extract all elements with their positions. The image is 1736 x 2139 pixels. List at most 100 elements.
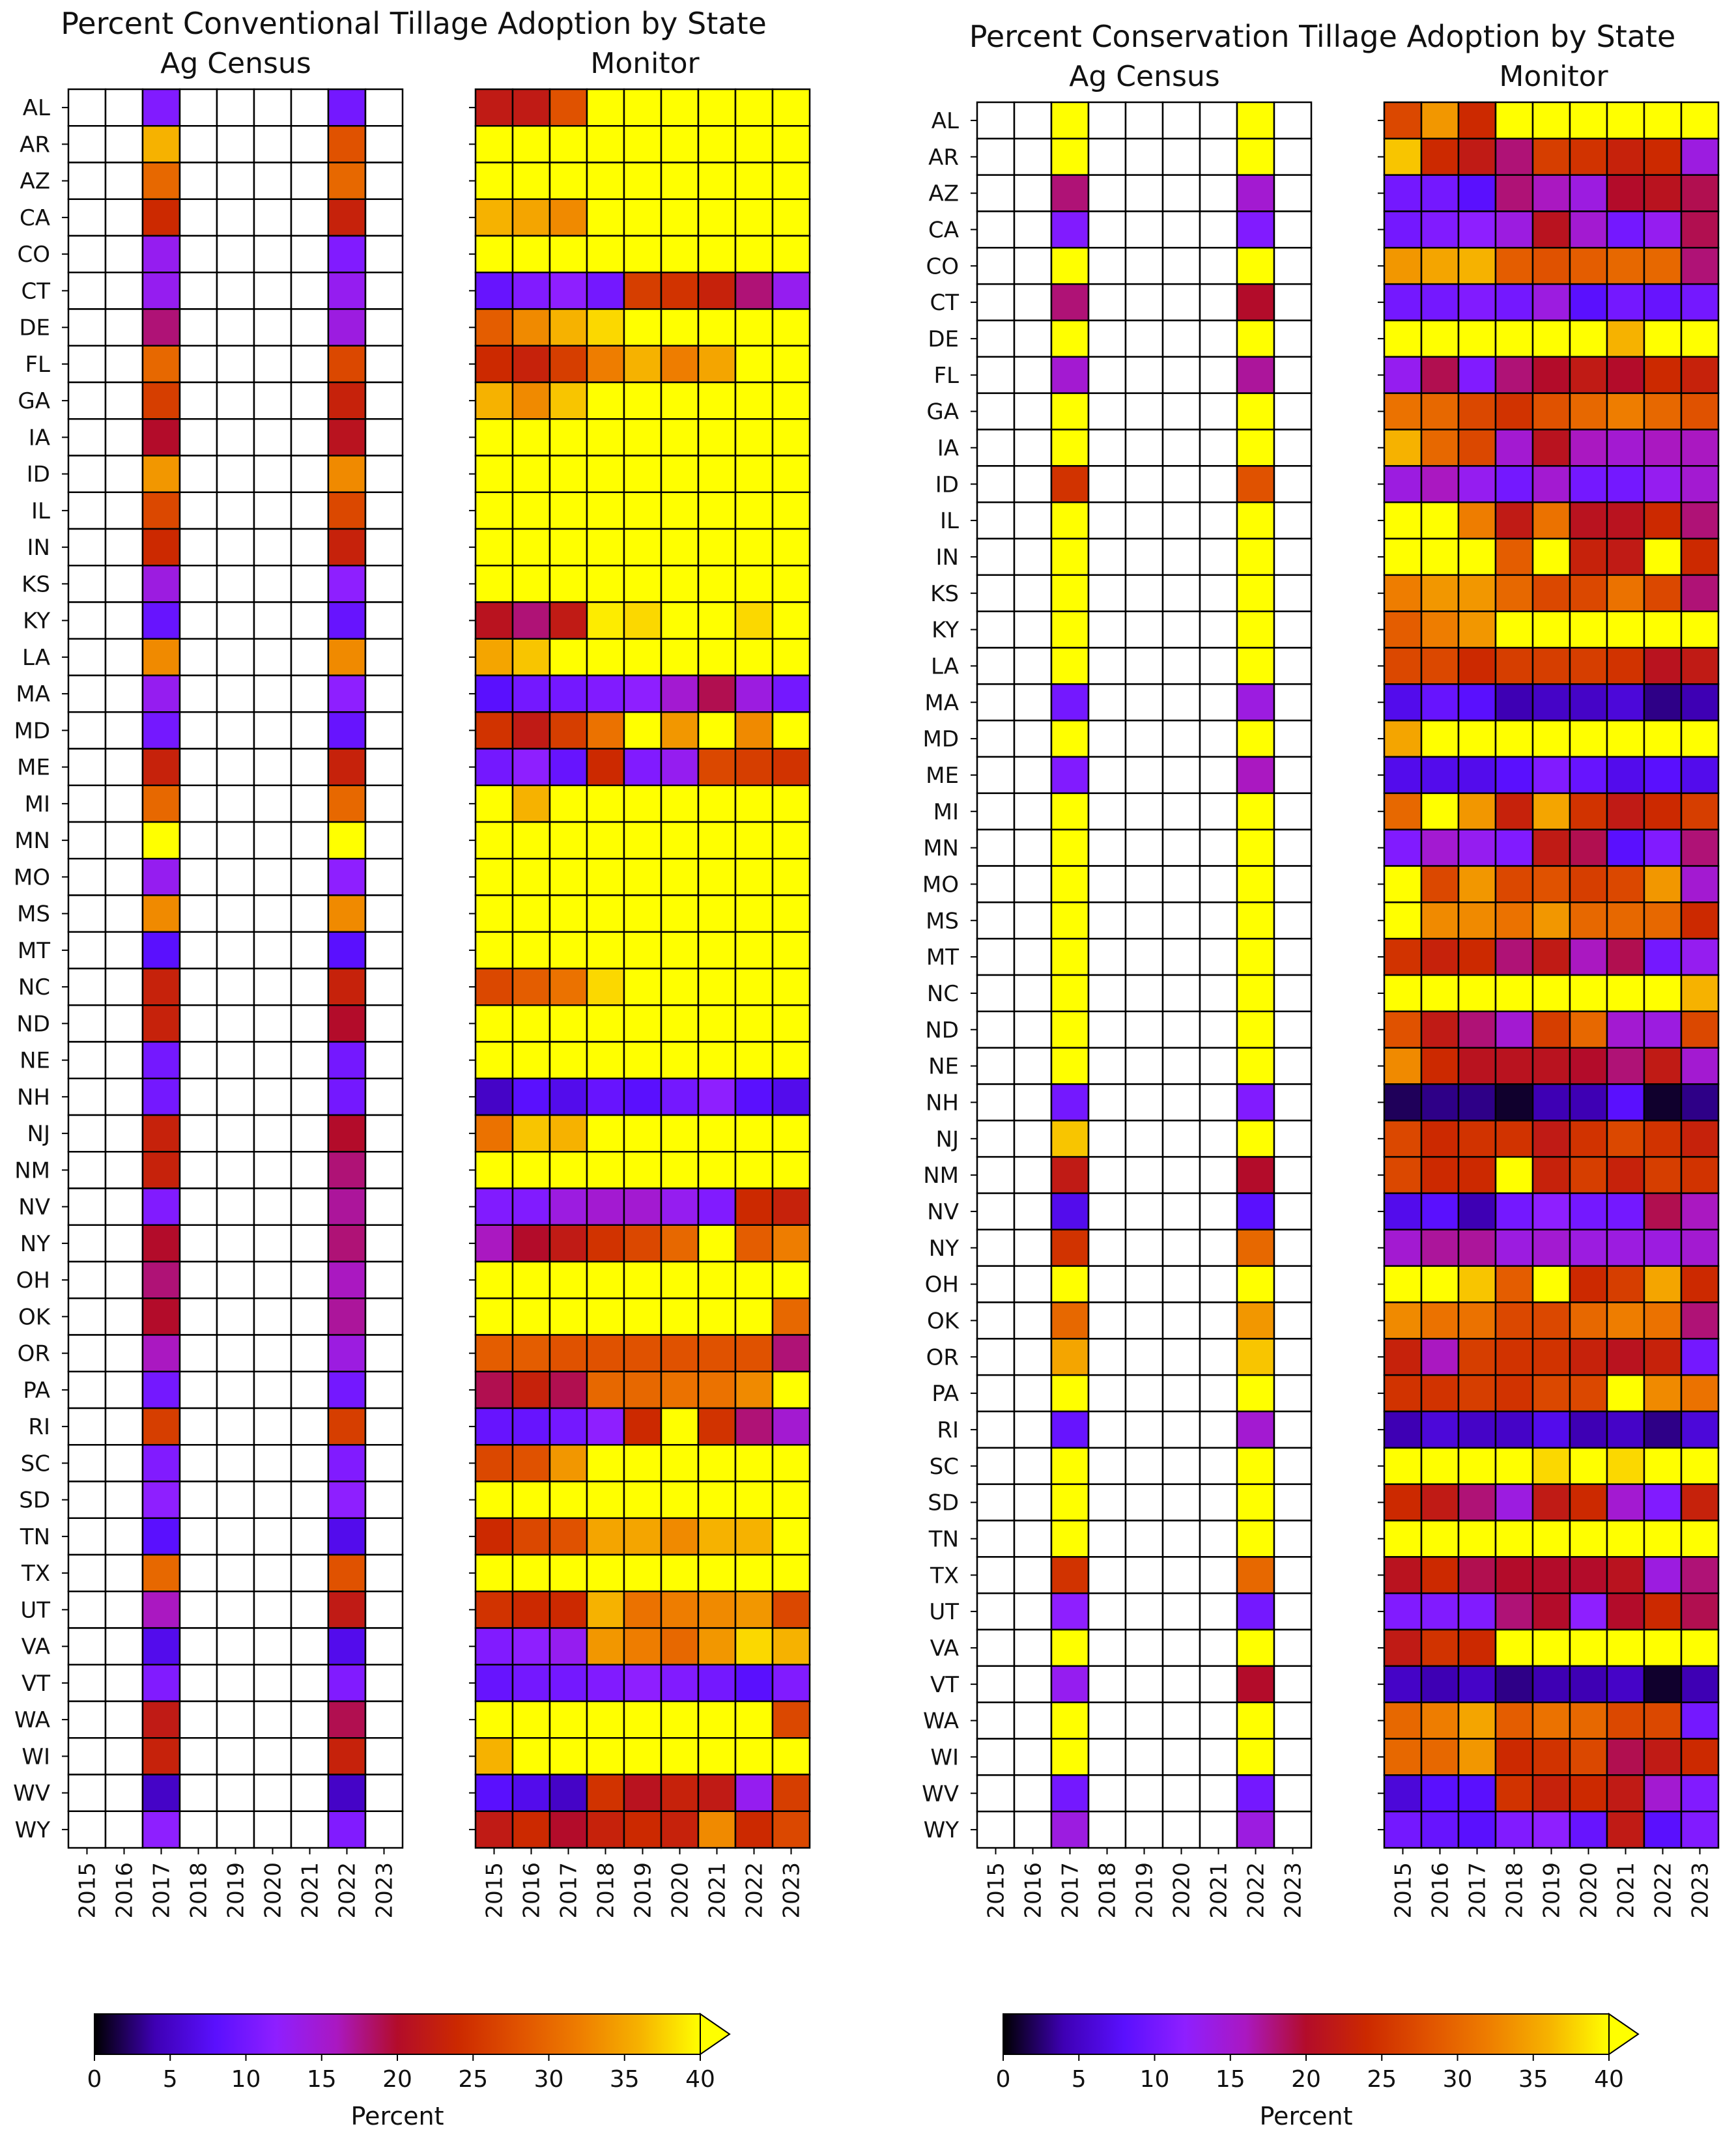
heatmap-cell [1420,1556,1460,1594]
heatmap-cell [1420,574,1460,612]
heatmap-cell [327,162,367,200]
heatmap-cell [474,455,514,493]
heatmap-cell [623,1737,662,1776]
heatmap-cell [327,1041,367,1079]
heatmap-cell [697,748,737,786]
heatmap-cell [364,1591,404,1629]
heatmap-cell [623,1700,662,1739]
heatmap-cell [290,1334,330,1372]
heatmap-cell [364,88,404,127]
heatmap-cell [976,719,1016,758]
heatmap-cell [660,565,700,603]
heatmap-cell [1199,1738,1238,1776]
heatmap-cell [104,601,144,640]
heatmap-cell [1199,829,1238,867]
heatmap-cell [1531,1410,1571,1449]
heatmap-cell [1457,574,1497,612]
heatmap-cell [586,162,625,200]
heatmap-cell [548,1407,588,1446]
heatmap-cell [1494,501,1534,540]
heatmap-cell [327,1627,367,1665]
heatmap-cell [586,125,625,163]
heatmap-cell [1199,937,1238,976]
heatmap-cell [1236,1520,1275,1558]
heatmap-cell [771,1774,811,1812]
heatmap-cell [734,858,774,896]
heatmap-cell [660,858,700,896]
heatmap-cell [327,931,367,970]
state-label: WY [924,1817,960,1843]
heatmap-cell [586,234,625,274]
heatmap-cell [1643,574,1683,612]
state-label: ME [17,755,50,781]
state-label: AZ [20,169,50,195]
heatmap-cell [1383,1483,1423,1522]
heatmap-cell [734,931,774,970]
heatmap-cell [1236,1483,1275,1522]
heatmap-cell [474,858,514,896]
heatmap-cell [511,1553,551,1593]
heatmap-cell [734,1774,774,1812]
heatmap-cell [548,1224,588,1263]
heatmap-cell [586,784,625,823]
heatmap-cell [1606,756,1645,795]
heatmap-cell [771,381,811,420]
heatmap-cell [364,1224,404,1263]
heatmap-cell [1087,1738,1127,1776]
heatmap-cell [976,1556,1016,1594]
heatmap-cell [1124,210,1164,249]
heatmap-cell [290,125,330,163]
heatmap-cell [253,1627,292,1665]
heatmap-cell [1531,1301,1571,1340]
heatmap-cell [511,1224,551,1263]
heatmap-cell [253,1260,292,1299]
heatmap-cell [1087,1047,1127,1085]
heatmap-cell [1680,1047,1720,1085]
heatmap-cell [1013,1665,1053,1703]
heatmap-cell [1606,1301,1645,1340]
heatmap-cell [67,1480,107,1519]
heatmap-cell [1199,901,1238,940]
heatmap-cell [623,1517,662,1556]
heatmap-cell [1457,719,1497,758]
heatmap-cell [1013,1701,1053,1740]
heatmap-cell [216,784,255,823]
heatmap-cell [976,974,1016,1013]
heatmap-cell [104,784,144,823]
heatmap-cell [660,1041,700,1079]
heatmap-cell [178,1077,218,1116]
conventional-colorbar-ticks: 0 5 10 15 20 25 30 35 40 [87,2054,715,2093]
heatmap-cell [104,565,144,603]
heatmap-cell [1199,1047,1238,1085]
heatmap-cell [1457,1192,1497,1231]
heatmap-cell [734,1187,774,1226]
heatmap-cell [216,1224,255,1263]
heatmap-cell [1050,1665,1090,1703]
heatmap-cell [1531,574,1571,612]
heatmap-cell [364,1444,404,1482]
heatmap-cell [364,125,404,163]
heatmap-cell [1161,683,1201,722]
heatmap-cell [1273,465,1313,503]
heatmap-cell [586,674,625,713]
state-label: MS [17,901,50,928]
heatmap-cell [511,601,551,640]
heatmap-cell [1273,392,1313,431]
heatmap-cell [1199,137,1238,176]
heatmap-cell [734,528,774,567]
heatmap-cell [1569,283,1608,322]
heatmap-cell [1383,1556,1423,1594]
heatmap-cell [1457,1520,1497,1558]
heatmap-cell [1606,719,1645,758]
heatmap-cell [660,1517,700,1556]
heatmap-cell [1420,683,1460,722]
heatmap-cell [771,1444,811,1482]
heatmap-cell [1494,1410,1534,1449]
heatmap-cell [623,967,662,1006]
heatmap-cell [1383,1520,1423,1558]
heatmap-cell [511,1737,551,1776]
heatmap-cell [1680,719,1720,758]
heatmap-cell [1494,574,1534,612]
heatmap-cell [290,894,330,933]
heatmap-cell [1013,210,1053,249]
